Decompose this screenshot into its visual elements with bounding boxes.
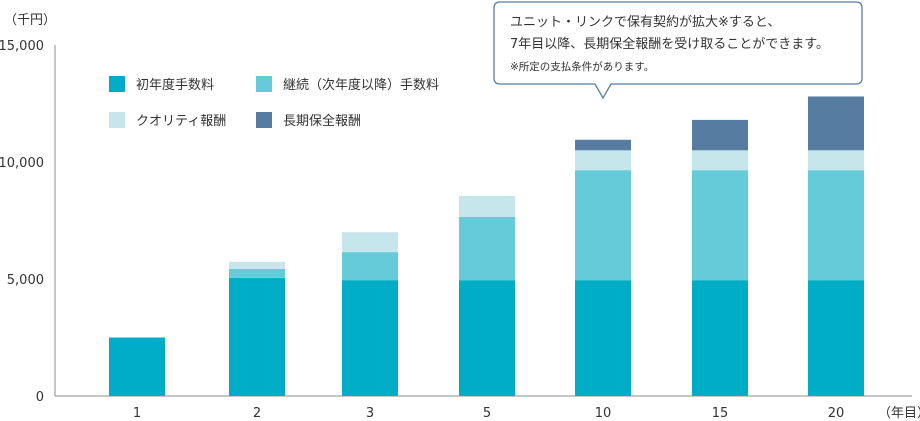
bar-segment [808, 280, 864, 396]
y-axis-unit-label: （千円） [4, 13, 56, 28]
bar-segment [575, 150, 631, 171]
bar-segment [808, 96, 864, 151]
bar-segment [692, 150, 748, 171]
bar-segment [808, 150, 864, 171]
legend-label: クオリティ報酬 [136, 114, 226, 129]
bar-segment [459, 280, 515, 396]
bar-segment [692, 119, 748, 151]
bar-segment [109, 337, 165, 396]
x-tick-label: 10 [595, 406, 612, 421]
legend-label: 初年度手数料 [136, 77, 214, 93]
legend-label: 長期保全報酬 [283, 113, 361, 129]
x-tick-label: 1 [133, 406, 141, 421]
bar-segment [342, 252, 398, 281]
y-axis-tick-labels: 0 5,000 10,000 15,000 [0, 39, 44, 405]
bar-stacks [109, 96, 864, 396]
legend-swatch [109, 112, 125, 128]
x-tick-label: 20 [828, 406, 845, 421]
bar-segment [692, 280, 748, 396]
x-axis-tick-labels: 1 2 3 5 10 15 20 [133, 406, 844, 421]
bar-segment [459, 195, 515, 217]
bar-segment [229, 261, 285, 269]
bar-segment [808, 170, 864, 281]
callout-line-1: ユニット・リンクで保有契約が拡大※すると、 [510, 15, 780, 30]
bar-segment [575, 170, 631, 281]
legend-swatch [109, 76, 125, 92]
legend-label: 継続（次年度以降）手数料 [283, 77, 439, 93]
legend-swatch [256, 112, 272, 128]
x-tick-label: 2 [253, 406, 261, 421]
bar-segment [229, 268, 285, 278]
y-tick-label: 0 [36, 390, 44, 405]
y-tick-label: 15,000 [0, 39, 44, 54]
bar-segment [342, 232, 398, 253]
bar-segment [342, 280, 398, 396]
bar-segment [692, 170, 748, 281]
y-tick-label: 5,000 [7, 273, 44, 288]
x-tick-label: 3 [366, 406, 374, 421]
bar-segment [575, 280, 631, 396]
callout-line-2: 7年目以降、長期保全報酬を受け取ることができます。 [510, 36, 829, 52]
y-tick-label: 10,000 [0, 156, 44, 171]
x-tick-label: 5 [483, 406, 491, 421]
callout-frame [493, 1, 863, 100]
callout-note: ※所定の支払条件があります。 [510, 60, 654, 73]
x-axis-unit-label: （年目） [878, 406, 920, 421]
bar-segment [575, 139, 631, 151]
legend-swatch [256, 76, 272, 92]
callout-bubble: ユニット・リンクで保有契約が拡大※すると、 7年目以降、長期保全報酬を受け取るこ… [493, 1, 863, 100]
bar-segment [229, 277, 285, 396]
x-tick-label: 15 [712, 406, 729, 421]
bar-segment [459, 216, 515, 281]
